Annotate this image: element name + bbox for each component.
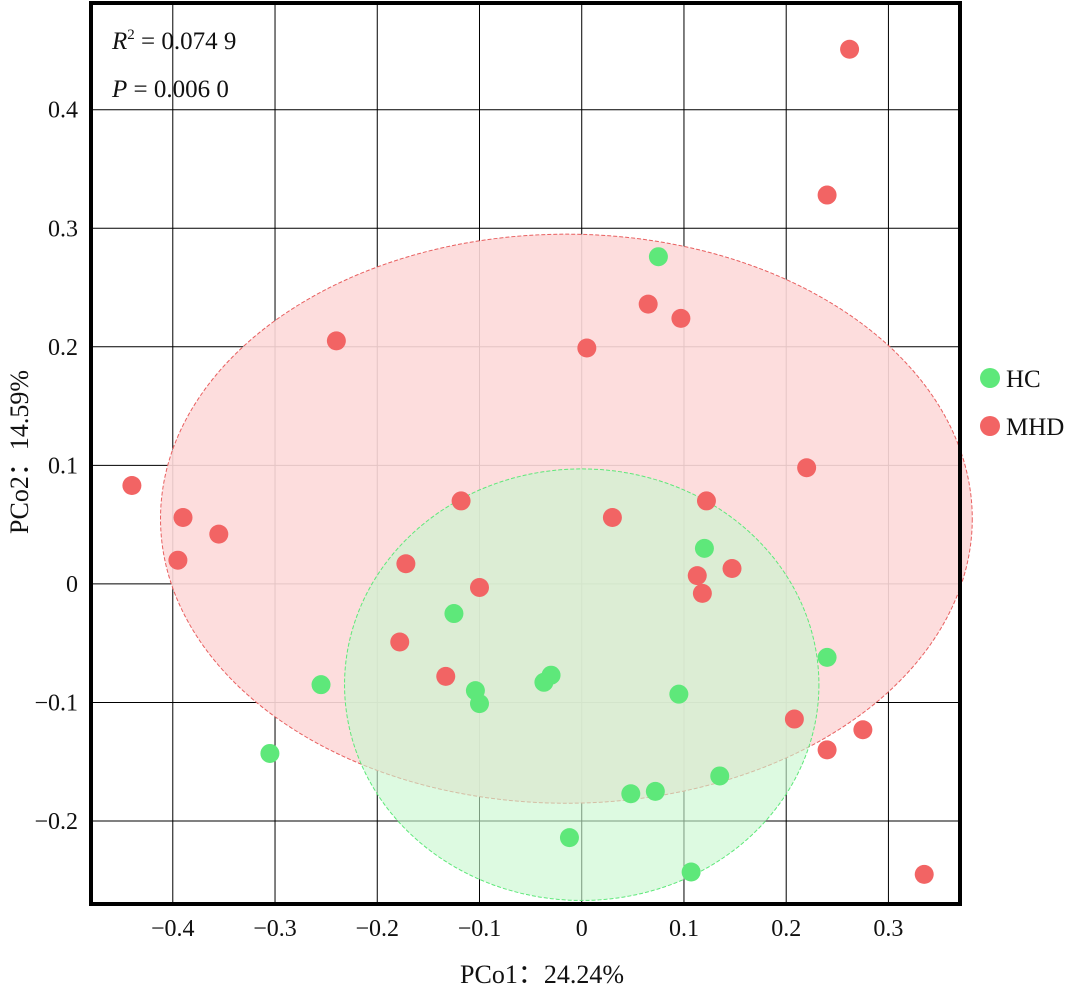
ellipse-hc [344,468,820,901]
point-hc [648,247,668,267]
point-mhd [390,632,410,652]
point-hc [621,784,641,804]
point-mhd [687,566,707,586]
point-mhd [692,583,712,603]
point-hc [710,766,730,786]
legend-marker-hc [980,368,1000,388]
x-tick-label: 0 [576,916,588,942]
point-hc [645,781,665,801]
x-tick-label: −0.3 [253,916,297,942]
point-hc [694,538,714,558]
point-mhd [173,508,193,528]
point-mhd [817,740,837,760]
point-hc [260,743,280,763]
y-tick-label: 0.2 [48,335,78,361]
y-tick-label: −0.1 [34,690,78,716]
legend-label-mhd: MHD [1006,414,1064,441]
point-mhd [817,185,837,205]
legend: HC MHD [980,366,1064,441]
point-mhd [853,720,873,740]
point-mhd [396,554,416,574]
point-mhd [602,508,622,528]
point-mhd [168,550,188,570]
x-tick-label: −0.4 [151,916,195,942]
y-axis-label: PCo2：14.59% [5,370,34,534]
y-tick-label: −0.2 [34,809,78,835]
point-mhd [209,524,229,544]
point-mhd [638,294,658,314]
point-hc [311,675,331,695]
point-mhd [326,331,346,351]
data-points [122,39,934,884]
x-tick-label: 0.3 [873,916,903,942]
r2-annotation: R2 = 0.074 9 [111,27,236,55]
point-mhd [436,666,456,686]
y-tick-label: 0 [66,572,78,598]
y-tick-label: 0.3 [48,216,78,242]
point-mhd [797,458,817,478]
x-tick-label: 0.1 [669,916,699,942]
point-hc [534,672,554,692]
point-mhd [577,338,597,358]
x-tick-label: −0.2 [355,916,399,942]
p-value-annotation: P = 0.006 0 [111,76,229,103]
x-axis-ticks: −0.4 −0.3 −0.2 −0.1 0 0.1 0.2 0.3 [151,916,903,942]
point-hc [817,647,837,667]
x-tick-label: −0.1 [458,916,502,942]
point-hc [669,684,689,704]
y-tick-label: 0.4 [48,98,78,124]
point-mhd [840,39,860,59]
point-hc [681,862,701,882]
x-tick-label: 0.2 [771,916,801,942]
point-hc [559,828,579,848]
point-hc [469,694,489,714]
point-mhd [914,864,934,884]
point-mhd [451,491,471,511]
point-hc [444,604,464,624]
point-mhd [671,308,691,328]
legend-marker-mhd [980,416,1000,436]
point-mhd [784,709,804,729]
plot-frame [89,1,962,906]
legend-label-hc: HC [1006,366,1041,393]
point-mhd [469,577,489,597]
point-mhd [722,558,742,578]
point-mhd [122,476,142,496]
y-axis-ticks: −0.2 −0.1 0 0.1 0.2 0.3 0.4 [34,98,78,835]
point-mhd [696,491,716,511]
y-tick-label: 0.1 [48,453,78,479]
x-axis-label: PCo1：24.24% [460,960,624,988]
confidence-ellipses [160,233,973,901]
